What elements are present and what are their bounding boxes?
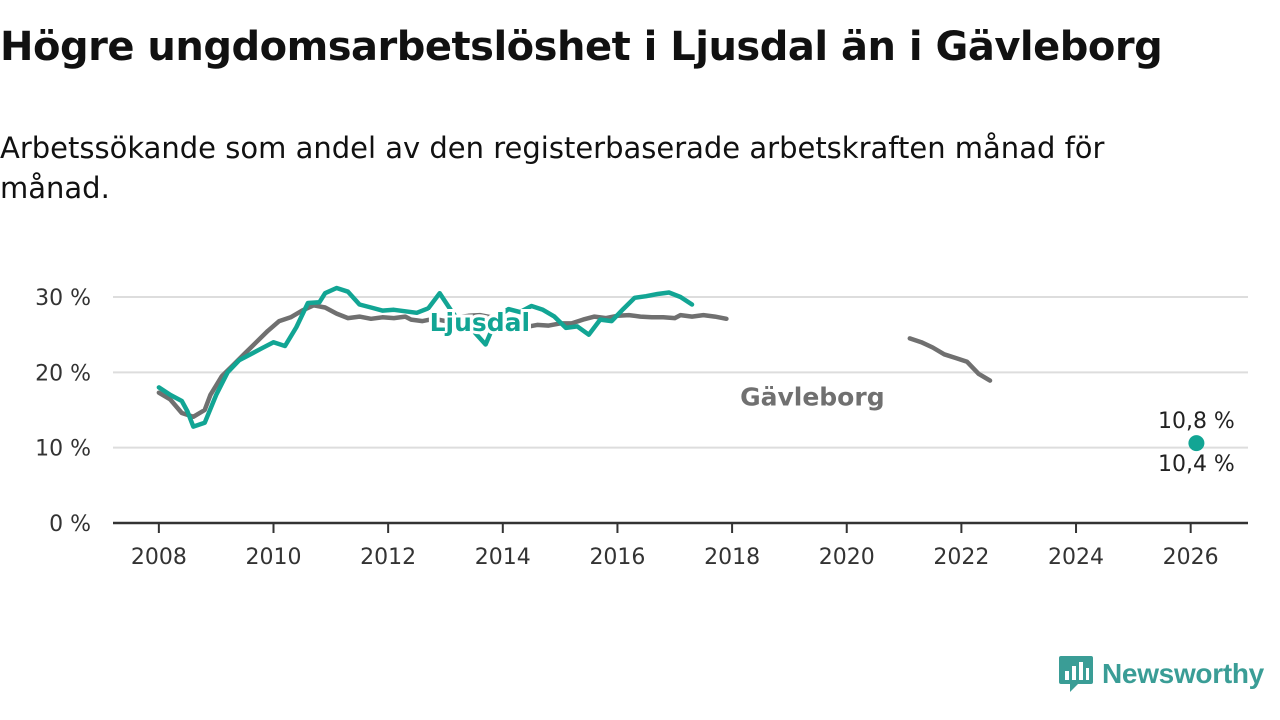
end-value-label-gavleborg: 10,4 % (1158, 452, 1235, 477)
newsworthy-brand: Newsworthy (1058, 654, 1264, 694)
x-tick-label: 2020 (819, 545, 875, 570)
series-line-gvleborg (907, 336, 993, 383)
series-line-gvleborg (156, 303, 729, 420)
y-tick-label: 20 % (35, 361, 91, 386)
series-label-ljusdal: Ljusdal (430, 308, 531, 337)
chart-title: Högre ungdomsarbetslöshet i Ljusdal än i… (0, 24, 1163, 70)
line-chart: 0 % 10 % 20 % 30 % 2008 2010 2012 2014 2016 2018 2… (35, 285, 1248, 570)
y-tick-label: 0 % (49, 512, 91, 537)
end-marker-ljusdal (1188, 435, 1205, 452)
end-value-label-ljusdal: 10,8 % (1158, 409, 1235, 434)
x-tick-label: 2012 (360, 545, 416, 570)
x-tick-label: 2010 (246, 545, 302, 570)
series-line-ljusdal (156, 285, 695, 429)
x-tick-label: 2014 (475, 545, 531, 570)
x-tick-label: 2022 (933, 545, 989, 570)
brand-name: Newsworthy (1102, 658, 1264, 689)
y-tick-label: 10 % (35, 437, 91, 462)
x-tick-label: 2008 (131, 545, 187, 570)
x-tick-label: 2026 (1163, 545, 1219, 570)
series-label-gvleborg: Gävleborg (740, 382, 885, 411)
y-tick-label: 30 % (35, 286, 91, 311)
newsworthy-logo-icon (1059, 656, 1093, 692)
x-tick-label: 2018 (704, 545, 760, 570)
chart-subtitle: Arbetssökande som andel av den registerb… (0, 131, 1105, 205)
x-tick-label: 2024 (1048, 545, 1104, 570)
x-tick-label: 2016 (589, 545, 645, 570)
